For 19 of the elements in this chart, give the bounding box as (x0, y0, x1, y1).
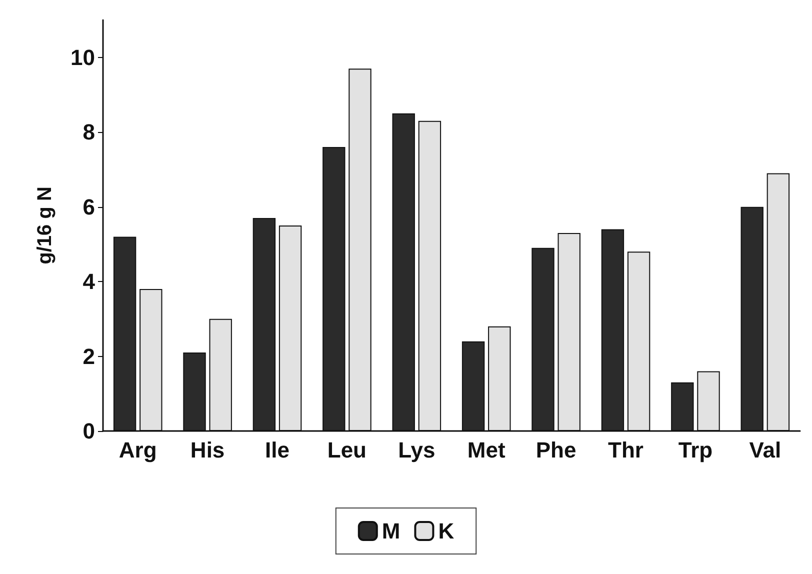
y-tick-label: 8 (82, 120, 95, 145)
x-tick-label: Ile (265, 438, 290, 462)
y-tick-label: 4 (82, 269, 96, 294)
y-tick-label: 2 (82, 344, 95, 369)
y-tick-label: 10 (70, 44, 95, 70)
y-axis-title: g/16 g N (34, 186, 56, 264)
y-tick-label: 6 (82, 194, 95, 220)
x-tick-label: Met (467, 438, 506, 462)
x-tick-label: Phe (536, 438, 576, 462)
x-tick-label: Val (749, 438, 782, 462)
x-tick-label: Arg (118, 438, 157, 462)
legend-label: M (382, 518, 400, 544)
x-tick-label: His (190, 438, 225, 462)
x-tick-label: Leu (327, 438, 367, 462)
x-tick-label: Thr (608, 438, 644, 462)
x-tick-label: Lys (398, 438, 436, 462)
legend-label: K (438, 518, 454, 544)
y-tick-label: 0 (82, 418, 95, 444)
x-tick-label: Trp (678, 438, 713, 462)
